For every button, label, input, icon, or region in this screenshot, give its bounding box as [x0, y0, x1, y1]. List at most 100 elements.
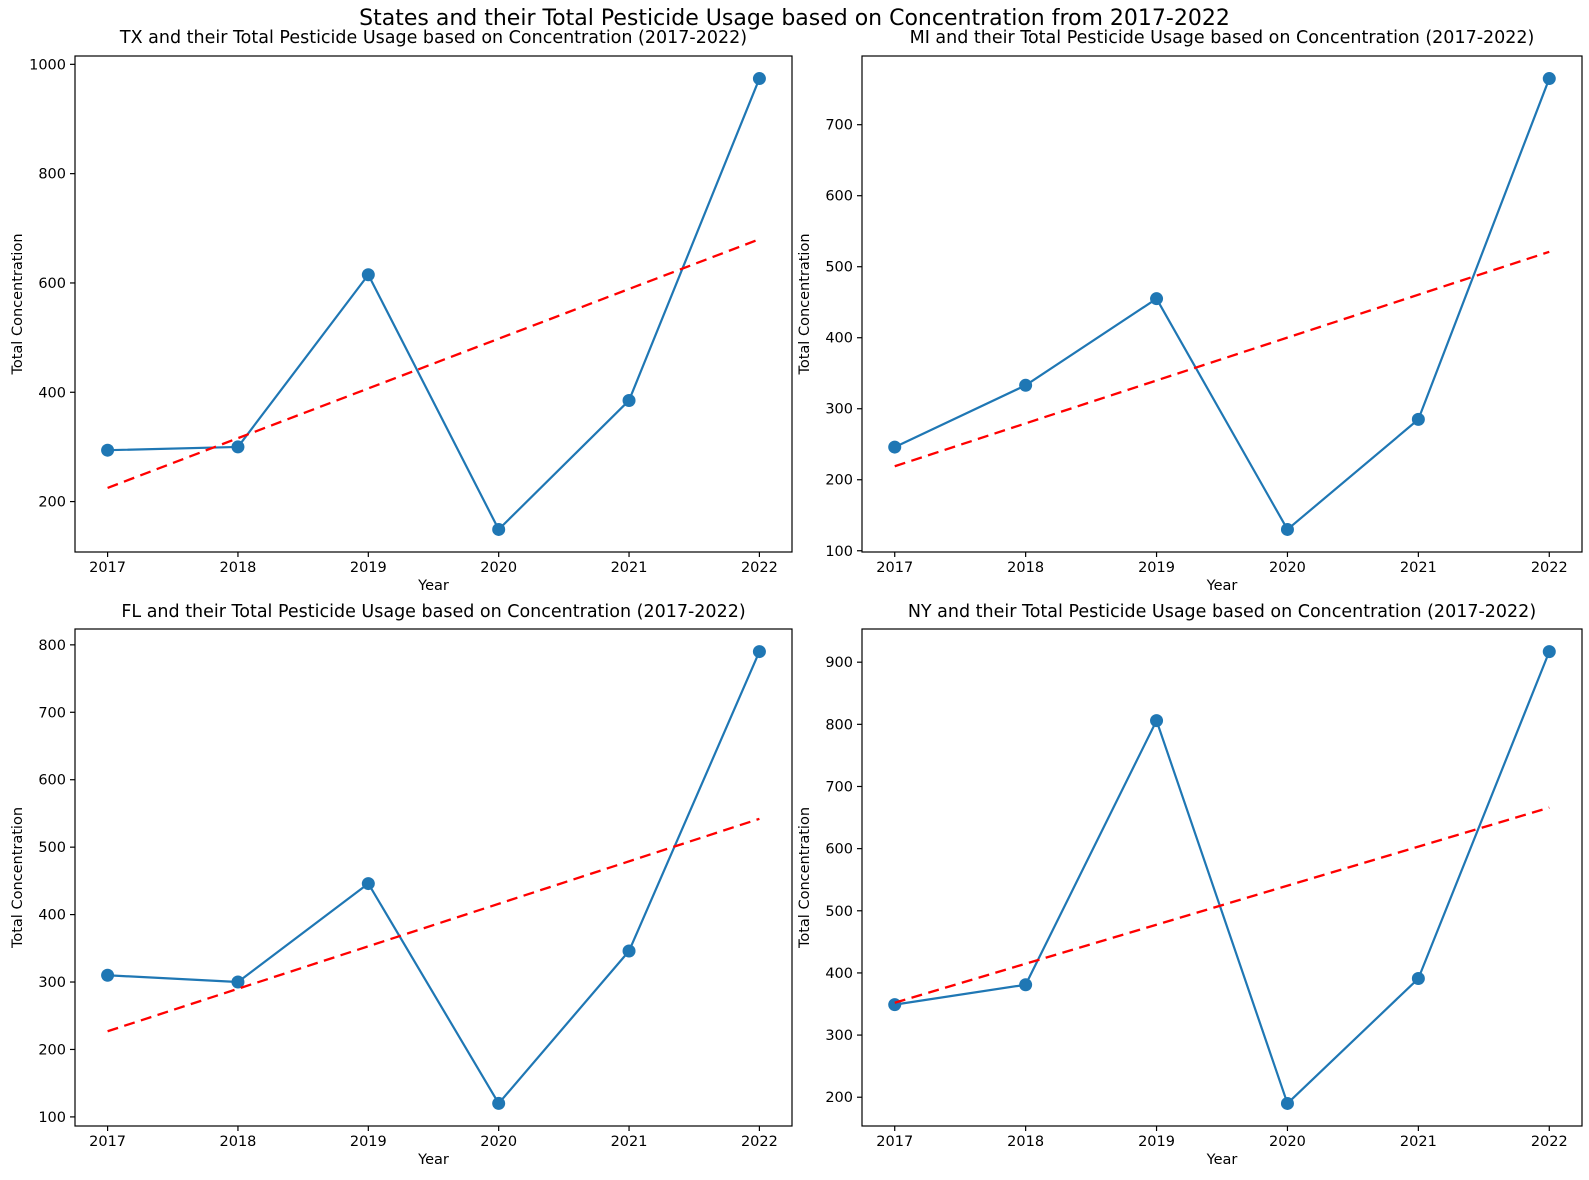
data-point: [888, 440, 902, 454]
data-point: [752, 72, 766, 86]
x-tick-label: 2018: [220, 1134, 257, 1150]
fl-line-chart: 100 200 300 400 500 600 700 800 2017 2018 2019 2020…: [10, 628, 793, 1168]
x-tick-label: 2019: [350, 1134, 387, 1150]
axes-frame: [74, 628, 793, 1127]
data-line: [894, 78, 1551, 531]
x-tick-label: 2022: [1531, 560, 1568, 576]
data-point: [1019, 378, 1033, 392]
y-tick-label: 500: [825, 904, 853, 920]
data-point: [622, 944, 636, 958]
y-tick-label: 200: [825, 1090, 853, 1106]
y-tick-label: 600: [38, 773, 66, 789]
data-point: [1150, 714, 1164, 728]
x-tick-label: 2019: [1138, 560, 1175, 576]
data-line: [107, 78, 761, 531]
y-tick-label: 300: [38, 975, 66, 991]
axes-frame: [74, 55, 793, 553]
y-tick-label: 600: [825, 842, 853, 858]
y-tick-label: 700: [38, 705, 66, 721]
y-tick-label: 800: [38, 167, 66, 183]
x-tick-label: 2020: [480, 560, 517, 576]
x-axis: 2017 2018 2019 2020 2021 2022: [89, 552, 778, 576]
x-tick-label: 2020: [480, 1134, 517, 1150]
y-axis: 100 200 300 400 500 600 700 800: [38, 638, 75, 1126]
y-tick-label: 700: [825, 779, 853, 795]
data-points: [101, 645, 766, 1110]
x-axis-label: Year: [417, 1152, 449, 1168]
figure-title: States and their Total Pesticide Usage b…: [359, 6, 1230, 31]
x-tick-label: 2018: [220, 560, 257, 576]
subplot-title-tx: TX and their Total Pesticide Usage based…: [119, 28, 748, 48]
axes-frame: [861, 628, 1583, 1127]
x-tick-label: 2021: [1400, 1134, 1437, 1150]
data-line: [107, 651, 761, 1105]
data-point: [231, 975, 245, 989]
y-axis: 200 400 600 800 1000: [29, 57, 75, 511]
ny-line-chart: 200 300 400 500 600 700 800 900 2017 2018 2019 2020…: [797, 628, 1583, 1168]
y-tick-label: 300: [825, 402, 853, 418]
y-axis-label: Total Concentration: [797, 807, 813, 949]
x-tick-label: 2017: [89, 560, 126, 576]
data-point: [1411, 412, 1425, 426]
y-tick-label: 200: [38, 1042, 66, 1058]
data-point: [361, 877, 375, 891]
data-point: [101, 968, 115, 982]
data-point: [1150, 292, 1164, 306]
y-tick-label: 700: [825, 118, 853, 134]
x-axis-label: Year: [1206, 578, 1238, 590]
data-points: [888, 645, 1556, 1110]
data-point: [1280, 1096, 1294, 1110]
data-point: [231, 440, 245, 454]
trend-line: [107, 238, 760, 489]
x-axis: 2017 2018 2019 2020 2021 2022: [876, 1126, 1568, 1150]
x-tick-label: 2019: [1138, 1134, 1175, 1150]
x-axis-label: Year: [417, 578, 449, 590]
data-line: [894, 651, 1551, 1105]
data-point: [492, 1096, 506, 1110]
x-tick-label: 2019: [350, 560, 387, 576]
y-axis-label: Total Concentration: [797, 233, 813, 375]
x-tick-label: 2017: [876, 1134, 913, 1150]
x-tick-label: 2022: [741, 560, 778, 576]
data-point: [101, 443, 115, 457]
y-axis: 100 200 300 400 500 600 700: [825, 118, 862, 560]
x-tick-label: 2021: [611, 560, 648, 576]
data-points: [888, 72, 1556, 536]
y-tick-label: 100: [825, 544, 853, 560]
x-tick-label: 2021: [611, 1134, 648, 1150]
subplot-title-ny: NY and their Total Pesticide Usage based…: [907, 602, 1537, 622]
subplot-title-mi: MI and their Total Pesticide Usage based…: [909, 28, 1535, 48]
y-tick-label: 400: [825, 331, 853, 347]
y-tick-label: 200: [38, 495, 66, 511]
x-tick-label: 2022: [741, 1134, 778, 1150]
data-point: [1280, 522, 1294, 536]
subplot-tx: TX and their Total Pesticide Usage based…: [0, 0, 795, 590]
tx-line-chart: 200 400 600 800 1000 2017 2018 2019 2020 2021 2022…: [10, 55, 793, 590]
y-tick-label: 500: [825, 260, 853, 276]
x-tick-label: 2020: [1269, 1134, 1306, 1150]
y-axis: 200 300 400 500 600 700 800 900: [825, 655, 862, 1106]
x-axis: 2017 2018 2019 2020 2021 2022: [89, 1126, 778, 1150]
y-tick-label: 600: [825, 189, 853, 205]
y-tick-label: 800: [825, 717, 853, 733]
x-tick-label: 2022: [1531, 1134, 1568, 1150]
x-tick-label: 2017: [876, 560, 913, 576]
x-tick-label: 2018: [1007, 1134, 1044, 1150]
data-point: [1019, 978, 1033, 992]
x-axis-label: Year: [1206, 1152, 1238, 1168]
x-tick-label: 2018: [1007, 560, 1044, 576]
data-point: [888, 998, 902, 1012]
data-points: [101, 72, 766, 536]
data-point: [1542, 645, 1556, 659]
y-tick-label: 600: [38, 276, 66, 292]
subplot-ny: NY and their Total Pesticide Usage based…: [794, 590, 1589, 1180]
trend-line: [894, 250, 1550, 468]
x-tick-label: 2017: [89, 1134, 126, 1150]
data-point: [492, 522, 506, 536]
data-point: [361, 268, 375, 282]
data-point: [622, 393, 636, 407]
y-axis-label: Total Concentration: [10, 233, 26, 375]
y-tick-label: 400: [38, 908, 66, 924]
y-tick-label: 800: [38, 638, 66, 654]
